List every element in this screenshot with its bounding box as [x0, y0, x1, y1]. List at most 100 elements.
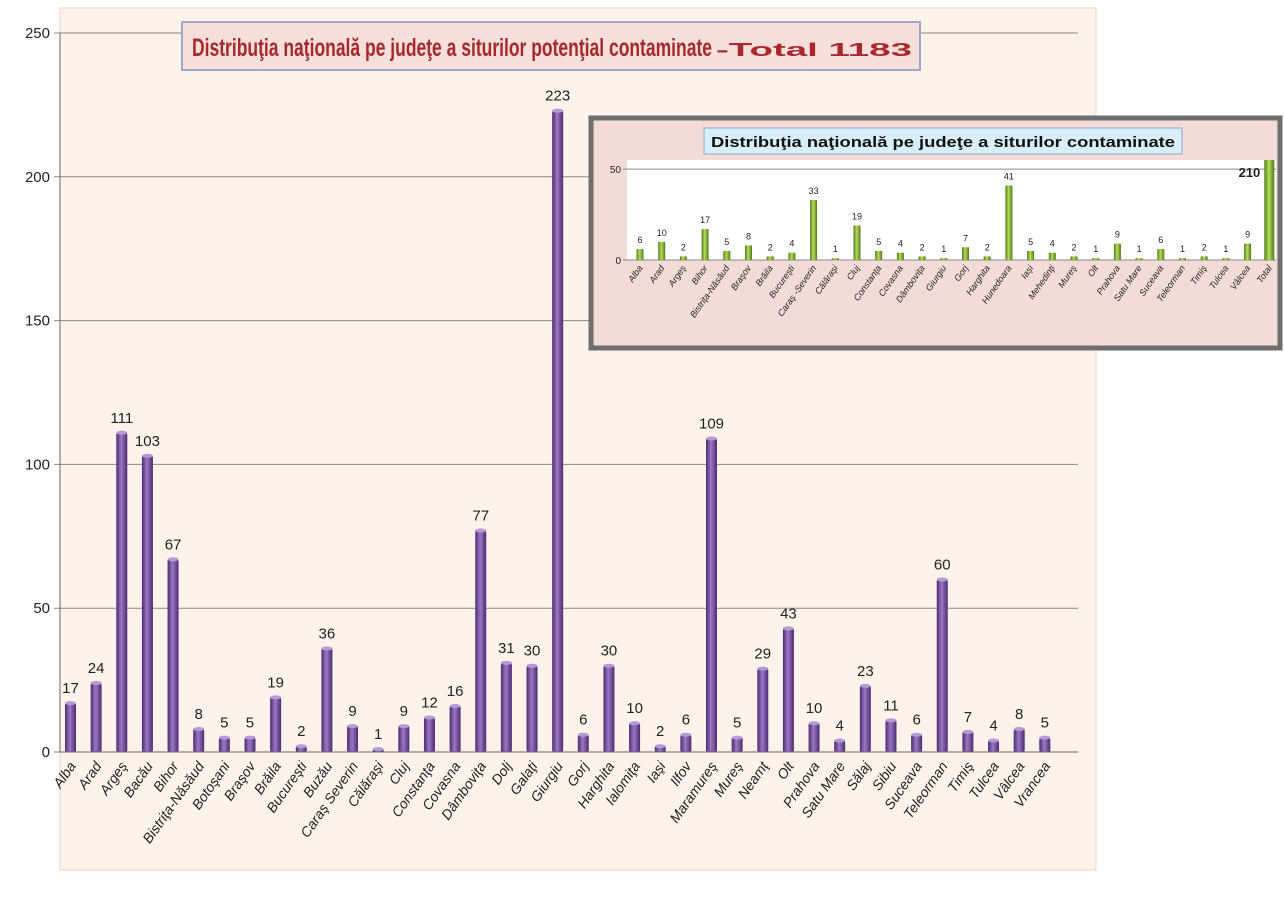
main-bar	[398, 726, 410, 752]
inset-bar-value-label: 2	[681, 242, 686, 252]
main-bar-cap	[988, 738, 1000, 743]
main-bar-cap	[1039, 735, 1051, 740]
main-y-tick-label: 100	[25, 456, 50, 473]
inset-bar-value-label: 6	[637, 235, 642, 245]
main-bar-value-label: 10	[626, 700, 643, 717]
inset-bar-value-label: 5	[876, 237, 881, 247]
main-bar-value-label: 77	[472, 508, 489, 525]
inset-y-axis: 0 50	[610, 165, 622, 267]
inset-bar-value-label: 1	[833, 244, 838, 254]
main-bar-value-label: 43	[780, 605, 797, 622]
main-bar-cap	[757, 666, 769, 671]
main-bar-value-label: 31	[498, 640, 515, 657]
svg-text:-Total 1183: -Total 1183	[716, 40, 912, 60]
main-bar	[423, 717, 435, 752]
inset-bar	[658, 241, 666, 260]
inset-bar	[810, 200, 818, 260]
inset-bar	[1113, 243, 1121, 260]
main-bar-value-label: 16	[447, 683, 464, 700]
main-bar	[757, 668, 769, 752]
inset-bar-value-label: 41	[1004, 171, 1014, 181]
main-bar-cap	[244, 735, 256, 740]
main-bar-cap	[782, 626, 794, 631]
inset-bar-value-label: 1	[1093, 244, 1098, 254]
inset-bar	[1264, 160, 1275, 260]
main-bar-value-label: 60	[934, 556, 951, 573]
main-chart-title: Distribuţia naţională pe judeţe a situri…	[192, 34, 712, 62]
inset-bar-value-label: 5	[724, 237, 729, 247]
main-bar-value-label: 19	[267, 674, 284, 691]
inset-bar	[940, 258, 948, 260]
main-bar-value-label: 5	[220, 715, 228, 732]
main-bar	[859, 685, 871, 752]
main-bar-cap	[936, 577, 948, 582]
main-bar-cap	[65, 701, 76, 706]
main-bar-cap	[218, 735, 230, 740]
main-bar-value-label: 1	[374, 726, 382, 743]
main-bar	[629, 723, 641, 752]
inset-bar	[896, 252, 904, 260]
main-bar-value-label: 67	[165, 536, 182, 553]
main-bar-value-label: 30	[524, 643, 541, 660]
main-bar-cap	[423, 715, 435, 720]
inset-bar-value-label: 2	[1071, 242, 1076, 252]
main-bar	[603, 665, 615, 752]
main-bar-cap	[706, 436, 717, 441]
main-bar	[577, 734, 589, 752]
main-bar-value-label: 12	[421, 694, 438, 711]
main-bar	[141, 455, 153, 752]
main-bar-cap	[629, 721, 641, 726]
inset-bar	[875, 250, 883, 260]
inset-bar-value-label: 1	[1137, 244, 1142, 254]
main-bar-value-label: 5	[733, 715, 741, 732]
main-bar-cap	[577, 732, 589, 737]
inset-bar	[1179, 258, 1186, 260]
main-y-tick-label: 200	[25, 169, 50, 186]
main-bar-cap	[167, 557, 179, 562]
inset-title-box	[703, 127, 1183, 155]
main-y-tick-label: 0	[42, 744, 50, 761]
main-bar	[962, 731, 974, 752]
main-bar-value-label: 8	[1015, 706, 1023, 723]
inset-plot-background	[627, 160, 1276, 260]
main-bar-cap	[141, 453, 153, 458]
inset-bar	[723, 250, 731, 260]
inset-y-tick-label: 50	[610, 165, 622, 176]
inset-bar	[853, 225, 861, 260]
inset-bar	[1027, 250, 1035, 260]
main-bar-value-label: 8	[195, 706, 203, 723]
main-bar	[116, 432, 128, 752]
main-bar	[218, 737, 230, 752]
main-bar-cap	[859, 683, 871, 688]
inset-bar	[701, 229, 709, 260]
inset-bar	[1048, 252, 1056, 260]
inset-bar-value-label: 33	[809, 186, 819, 196]
main-bar	[911, 734, 923, 752]
inset-bar	[1200, 256, 1208, 260]
inset-bar-value-label: 1	[1223, 244, 1228, 254]
inset-bar-value-label: 2	[1202, 242, 1207, 252]
main-bar	[834, 740, 846, 752]
main-bar	[449, 705, 461, 752]
main-bar	[706, 438, 717, 752]
inset-bar	[1092, 258, 1100, 260]
main-bar-cap	[962, 729, 974, 734]
inset-bar-value-label: 9	[1245, 230, 1250, 240]
main-bar-cap	[911, 732, 923, 737]
main-bar-value-label: 30	[601, 643, 618, 660]
main-bar-cap	[885, 718, 897, 723]
inset-bar	[831, 258, 839, 260]
inset-bar-value-label: 1	[941, 244, 946, 254]
main-bar-cap	[526, 663, 538, 668]
inset-bar-value-label: 2	[768, 242, 773, 252]
inset-bar-value-label: 2	[920, 242, 925, 252]
inset-bar	[1222, 258, 1230, 260]
inset-bar-value-label: 210	[1239, 165, 1261, 180]
inset-chart: Distribuţia naţională pe judeţe a situri…	[588, 115, 1283, 351]
inset-bar	[745, 245, 752, 260]
main-bar-value-label: 5	[246, 715, 254, 732]
main-bar-value-label: 109	[699, 416, 724, 433]
main-bar-cap	[603, 663, 615, 668]
